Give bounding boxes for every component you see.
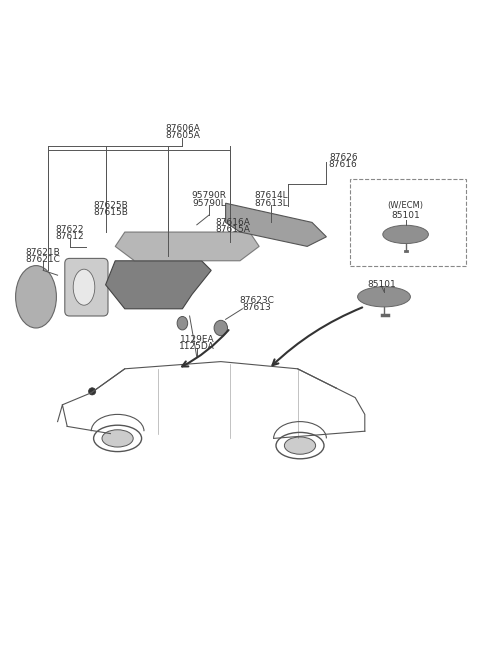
Text: 87621C: 87621C <box>26 255 60 264</box>
Polygon shape <box>226 203 326 247</box>
Polygon shape <box>115 232 259 261</box>
Text: 87613L: 87613L <box>254 199 288 208</box>
Ellipse shape <box>358 287 410 307</box>
Text: 1125DA: 1125DA <box>179 342 215 351</box>
Text: 95790L: 95790L <box>192 199 226 208</box>
Ellipse shape <box>102 430 133 447</box>
Text: 87623C: 87623C <box>240 296 274 304</box>
Ellipse shape <box>214 320 228 336</box>
Text: 87614L: 87614L <box>254 192 288 201</box>
Text: 1129EA: 1129EA <box>180 335 214 344</box>
Text: 87621B: 87621B <box>26 248 60 256</box>
Ellipse shape <box>177 316 188 330</box>
Text: 87615A: 87615A <box>216 225 250 234</box>
Ellipse shape <box>15 266 57 328</box>
Bar <box>350 179 466 266</box>
Text: 87612: 87612 <box>55 232 84 241</box>
Ellipse shape <box>94 425 142 451</box>
Text: 87616: 87616 <box>329 160 358 169</box>
Polygon shape <box>106 261 211 309</box>
Text: 87616A: 87616A <box>216 218 250 227</box>
Text: (W/ECM): (W/ECM) <box>387 201 423 210</box>
Text: 87613: 87613 <box>242 303 271 312</box>
Text: 87625B: 87625B <box>93 201 128 210</box>
Text: 87626: 87626 <box>329 153 358 162</box>
Text: 87622: 87622 <box>55 225 84 234</box>
Ellipse shape <box>88 388 96 395</box>
Text: 87606A: 87606A <box>165 124 200 133</box>
Text: 87605A: 87605A <box>165 131 200 140</box>
Ellipse shape <box>276 432 324 459</box>
FancyBboxPatch shape <box>65 258 108 316</box>
Ellipse shape <box>383 225 428 243</box>
Text: 87615B: 87615B <box>93 209 128 217</box>
Text: 85101: 85101 <box>391 211 420 220</box>
Ellipse shape <box>73 269 95 305</box>
Text: 85101: 85101 <box>367 280 396 289</box>
Ellipse shape <box>284 437 316 454</box>
Text: 95790R: 95790R <box>192 192 226 201</box>
